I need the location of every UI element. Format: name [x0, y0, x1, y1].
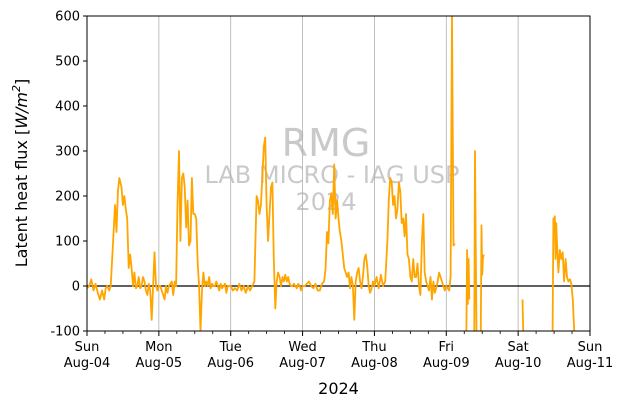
x-tick-date: Aug-10 — [495, 356, 542, 371]
series-line — [465, 249, 471, 331]
x-tick-date: Aug-11 — [567, 356, 614, 371]
y-axis-label-text: Latent heat flux [ — [12, 129, 31, 268]
y-tick-label: 500 — [55, 55, 80, 70]
series-line — [521, 299, 525, 331]
x-tick-date: Aug-05 — [136, 356, 183, 371]
series-latent-heat-flux — [87, 16, 576, 331]
x-tick-weekday: Thu — [361, 340, 386, 355]
watermark-line-1: RMG — [282, 121, 371, 165]
x-tick-weekday: Mon — [145, 340, 172, 355]
y-tick-label: 0 — [72, 280, 80, 295]
x-tick-weekday: Wed — [288, 340, 316, 355]
y-axis: -100 0 100 200 300 400 500 600 — [50, 10, 87, 340]
x-axis: SunAug-04MonAug-05TueAug-06WedAug-07ThuA… — [64, 331, 614, 371]
x-tick-weekday: Sat — [507, 340, 528, 355]
x-tick-weekday: Sun — [578, 340, 603, 355]
y-tick-label: 600 — [55, 10, 80, 25]
x-tick-date: Aug-04 — [64, 356, 111, 371]
series-line — [551, 215, 576, 331]
y-tick-label: 300 — [55, 145, 80, 160]
x-tick-date: Aug-09 — [423, 356, 470, 371]
y-tick-label: 200 — [55, 190, 80, 205]
x-tick-weekday: Fri — [439, 340, 455, 355]
x-tick-weekday: Sun — [75, 340, 100, 355]
series-line — [479, 224, 485, 331]
y-tick-label: -100 — [50, 325, 80, 340]
y-axis-label-unit-exponent: 2 — [10, 85, 23, 92]
grid — [158, 16, 519, 331]
y-axis-label-unit: W/m — [12, 92, 31, 129]
x-axis-label: 2024 — [318, 379, 359, 398]
x-tick-date: Aug-08 — [351, 356, 398, 371]
series-line — [473, 150, 478, 331]
watermark: RMG LAB MICRO - IAG USP 2024 — [204, 121, 459, 216]
x-tick-date: Aug-06 — [207, 356, 254, 371]
y-axis-label: Latent heat flux [W/m2] — [10, 79, 31, 268]
watermark-line-2: LAB MICRO - IAG USP — [204, 161, 459, 189]
y-axis-label-close: ] — [12, 79, 31, 85]
y-tick-label: 400 — [55, 100, 80, 115]
x-tick-date: Aug-07 — [279, 356, 326, 371]
watermark-line-3: 2024 — [295, 188, 356, 216]
y-tick-label: 100 — [55, 235, 80, 250]
x-tick-weekday: Tue — [219, 340, 242, 355]
series-line — [87, 16, 456, 331]
